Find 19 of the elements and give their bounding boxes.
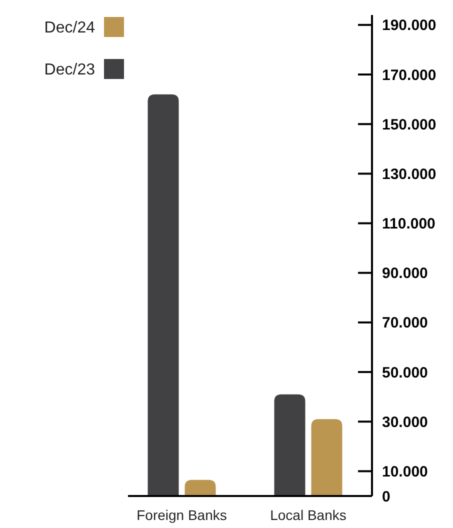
y-tick-label: 90.000 [382, 265, 428, 282]
bar [311, 419, 342, 496]
bar [274, 394, 306, 496]
x-tick-label: Local Banks [270, 507, 346, 523]
bar [148, 94, 179, 496]
legend-label: Dec/23 [44, 62, 96, 79]
y-tick-label: 0 [382, 488, 390, 506]
bar [184, 480, 216, 496]
y-tick-label: 190.000 [382, 17, 436, 34]
y-tick-label: 110.000 [382, 216, 436, 233]
y-tick-label: 70.000 [382, 314, 428, 332]
x-tick-label: Foreign Banks [136, 507, 227, 523]
y-tick-label: 170.000 [382, 66, 436, 84]
legend-label: Dec/24 [44, 20, 96, 37]
y-tick-label: 30.000 [382, 414, 428, 431]
y-tick-label: 130.000 [382, 166, 436, 183]
y-tick-label: 50.000 [382, 364, 428, 382]
y-tick-label: 10.000 [382, 463, 428, 480]
y-tick-label: 150.000 [382, 116, 436, 134]
